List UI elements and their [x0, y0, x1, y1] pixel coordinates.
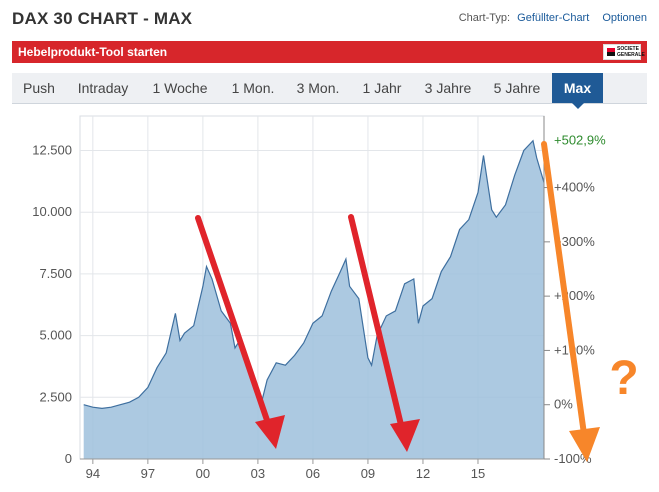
y-tick-label: 10.000	[32, 204, 72, 219]
tab-1-jahr[interactable]: 1 Jahr	[362, 80, 402, 96]
chart-header: DAX 30 CHART - MAX Chart-Typ: Gefüllter-…	[0, 0, 659, 38]
dax-line-series	[83, 139, 545, 410]
tab-max[interactable]: Max	[552, 73, 603, 103]
societe-generale-logo: SOCIETE GENERALE	[603, 44, 645, 60]
header-links: Chart-Typ: Gefüllter-Chart Optionen	[459, 12, 647, 24]
last-change-label: +502,9%	[554, 133, 606, 148]
tab-5-jahre[interactable]: 5 Jahre	[493, 80, 541, 96]
x-tick-label: 94	[86, 466, 100, 481]
orange-arrow-shaft	[541, 141, 587, 437]
banner-label[interactable]: Hebelprodukt-Tool starten	[18, 45, 168, 59]
tab-intraday[interactable]: Intraday	[77, 80, 129, 96]
chart-type-label: Chart-Typ:	[458, 12, 511, 24]
y-tick-label: 7.500	[39, 266, 72, 281]
tab-3-mon[interactable]: 3 Mon.	[296, 80, 340, 96]
red-arrow-2-shaft	[348, 214, 405, 432]
timeframe-tabs: Push Intraday 1 Woche 1 Mon. 3 Mon. 1 Ja…	[12, 73, 647, 104]
x-tick-label: 97	[141, 466, 155, 481]
y-tick-label: 5.000	[39, 328, 72, 343]
y2-tick-label: +300%	[554, 234, 595, 249]
x-tick-label: 00	[196, 466, 210, 481]
dax-area-chart: 0 2.500 5.000 7.500 10.000 12.500 94 97 00 03 06 09…	[32, 115, 639, 481]
question-mark-annotation: ?	[609, 352, 638, 405]
options-link[interactable]: Optionen	[602, 12, 647, 24]
y2-tick-label: +400%	[554, 180, 595, 195]
tab-push[interactable]: Push	[23, 80, 55, 96]
red-arrow-1-shaft	[195, 215, 273, 432]
tab-3-jahre[interactable]: 3 Jahre	[424, 80, 472, 96]
x-tick-label: 09	[361, 466, 375, 481]
dax-area-fill	[83, 140, 544, 459]
y-tick-label: 12.500	[32, 143, 72, 158]
tab-1-mon[interactable]: 1 Mon.	[231, 80, 275, 96]
orange-arrow-head	[569, 427, 600, 462]
active-tab-caret	[572, 103, 584, 109]
x-tick-label: 06	[306, 466, 320, 481]
y-tick-label: 2.500	[39, 389, 72, 404]
red-arrow-1-head	[255, 415, 285, 449]
red-arrow-2-head	[390, 419, 420, 452]
y2-tick-label: -100%	[554, 451, 592, 466]
chart-axes: 0 2.500 5.000 7.500 10.000 12.500 94 97 00 03 06 09…	[32, 116, 606, 481]
annotation-arrows: ?	[195, 141, 639, 462]
chart-type-link[interactable]: Gefüllter-Chart	[517, 12, 590, 24]
y-tick-label: 0	[65, 451, 72, 466]
leverage-tool-banner[interactable]: Hebelprodukt-Tool starten SOCIETE GENERAL…	[12, 41, 647, 63]
x-tick-label: 12	[416, 466, 430, 481]
x-tick-label: 15	[471, 466, 485, 481]
y2-tick-label: +200%	[554, 288, 595, 303]
x-tick-label: 03	[251, 466, 265, 481]
y2-tick-label: 0%	[554, 397, 573, 412]
tab-1-woche[interactable]: 1 Woche	[152, 80, 208, 96]
page-title: DAX 30 CHART - MAX	[12, 9, 193, 28]
